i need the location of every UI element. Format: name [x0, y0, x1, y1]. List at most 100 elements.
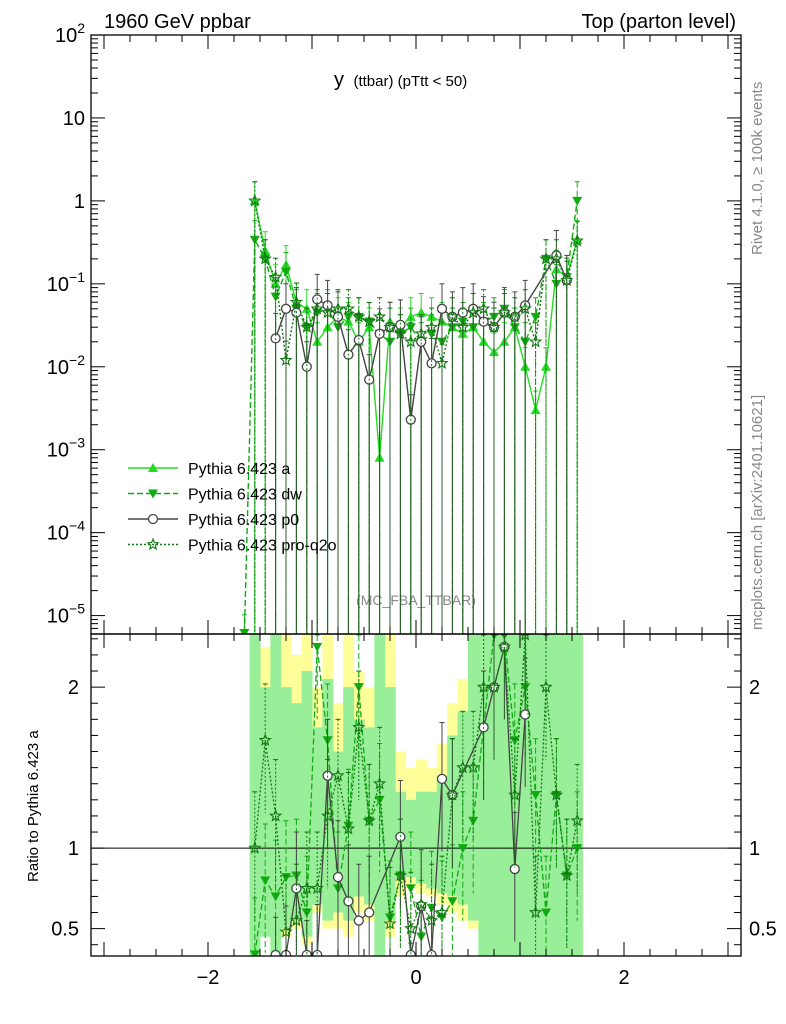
data-point: [445, 309, 459, 323]
data-point: [269, 270, 283, 283]
data-point: [424, 320, 439, 333]
y-tick-label: 10: [63, 108, 85, 130]
ratio-data-point: [435, 905, 449, 919]
ratio-data-point: [393, 868, 408, 882]
ratio-data-point: [249, 950, 260, 956]
ratio-data-point: [519, 634, 531, 641]
ratio-band-green: [416, 791, 427, 884]
ratio-data-point: [447, 897, 458, 907]
data-point: [362, 314, 376, 328]
ratio-band-green: [353, 719, 365, 897]
ratio-series-line: [254, 634, 578, 955]
ratio-data-point: [425, 913, 439, 927]
ratio-data-point: [332, 871, 344, 883]
legend-entry: Pythia 6.423 p0: [128, 512, 299, 529]
legend: Pythia 6.423 a Pythia 6.423 dw Pythia 6.42…: [128, 461, 337, 555]
legend-marker: [147, 513, 159, 525]
ratio-data-point: [373, 776, 387, 790]
ratio-data-point: [321, 808, 335, 822]
data-point: [320, 305, 335, 319]
y-tick-label: 10−4: [47, 518, 85, 545]
ratio-data-point: [353, 915, 364, 926]
ratio-band-green: [249, 634, 261, 956]
ratio-data-point: [497, 639, 511, 653]
series-line: [254, 200, 578, 364]
data-point: [279, 353, 293, 366]
data-point: [405, 311, 416, 321]
data-point: [300, 320, 314, 333]
legend-entry: Pythia 6.423 pro-q2o: [128, 537, 337, 555]
ratio-band-green: [312, 727, 323, 905]
legend-label: Pythia 6.423 a: [188, 461, 290, 478]
data-point: [426, 329, 437, 339]
legend-entry: Pythia 6.423 a: [128, 461, 290, 478]
ratio-data-point: [456, 760, 470, 774]
data-point: [528, 334, 543, 348]
ratio-data-point: [539, 680, 553, 693]
data-point: [560, 273, 574, 286]
ratio-data-point: [300, 881, 314, 894]
ratio-y-tick-label-right: 0.5: [749, 919, 777, 941]
ratio-band-green: [291, 703, 303, 921]
data-point: [343, 312, 354, 322]
ratio-band-green: [260, 687, 271, 937]
ratio-data-point: [509, 863, 520, 875]
data-point: [530, 312, 541, 322]
mcplots-label: mcplots.cern.ch [arXiv:2401.10621]: [749, 395, 766, 630]
legend-label: Pythia 6.423 p0: [188, 512, 299, 529]
x-tick-label: −2: [197, 967, 220, 989]
series-0: [249, 181, 583, 634]
y-tick-label: 1: [74, 191, 85, 213]
ratio-y-tick-label-right: 2: [749, 677, 760, 699]
data-point: [466, 305, 480, 319]
ratio-data-point: [331, 768, 345, 782]
ratio-series-2: [248, 634, 584, 955]
ratio-band-green: [426, 791, 438, 889]
data-point: [416, 336, 427, 347]
legend-marker: [148, 463, 158, 472]
ratio-y-tick-label: 0.5: [51, 919, 79, 941]
ratio-data-point: [404, 921, 418, 935]
y-tick-label: 10−1: [47, 269, 85, 296]
y-tick-label: 10−3: [47, 435, 85, 462]
rivet-label: Rivet 4.1.0, ≥ 100k events: [749, 82, 766, 255]
ratio-data-point: [341, 821, 355, 835]
ratio-data-point: [570, 813, 584, 827]
series-3: [248, 181, 584, 634]
ratio-data-point: [260, 876, 271, 886]
ratio-data-point: [352, 720, 366, 733]
ratio-band-green: [384, 687, 396, 921]
ratio-data-point: [466, 760, 480, 774]
ratio-band-green: [540, 634, 552, 956]
data-point: [248, 193, 262, 207]
watermark: (MC_FBA_TTBAR): [356, 592, 476, 608]
legend-entry: Pythia 6.423 dw: [128, 487, 302, 504]
ratio-data-point: [477, 680, 491, 693]
ratio-band-green: [520, 634, 531, 956]
header-left: 1960 GeV ppbar: [104, 11, 251, 33]
ratio-band-green: [488, 634, 500, 956]
data-point: [310, 301, 324, 315]
data-point: [426, 358, 437, 369]
data-point: [280, 303, 292, 314]
legend-marker: [148, 489, 158, 499]
ratio-data-point: [289, 913, 303, 927]
ratio-band-green: [280, 687, 292, 929]
plot-title: y (ttbar) (pTtt < 50): [334, 69, 467, 91]
ratio-data-point: [270, 949, 281, 956]
ratio-data-point: [364, 907, 375, 918]
ratio-band-green: [499, 634, 511, 956]
ratio-data-point: [529, 905, 543, 919]
x-tick-label: 2: [618, 967, 629, 989]
data-point: [301, 361, 312, 372]
x-tick-label: 0: [410, 967, 421, 989]
ratio-data-point: [310, 881, 324, 894]
ratio-data-point: [362, 813, 376, 827]
data-point: [404, 334, 418, 348]
data-point: [570, 233, 584, 247]
data-point: [518, 301, 532, 315]
ratio-data-point: [549, 787, 564, 801]
ratio-y-tick-label-right: 1: [749, 838, 760, 860]
data-point: [258, 251, 272, 265]
